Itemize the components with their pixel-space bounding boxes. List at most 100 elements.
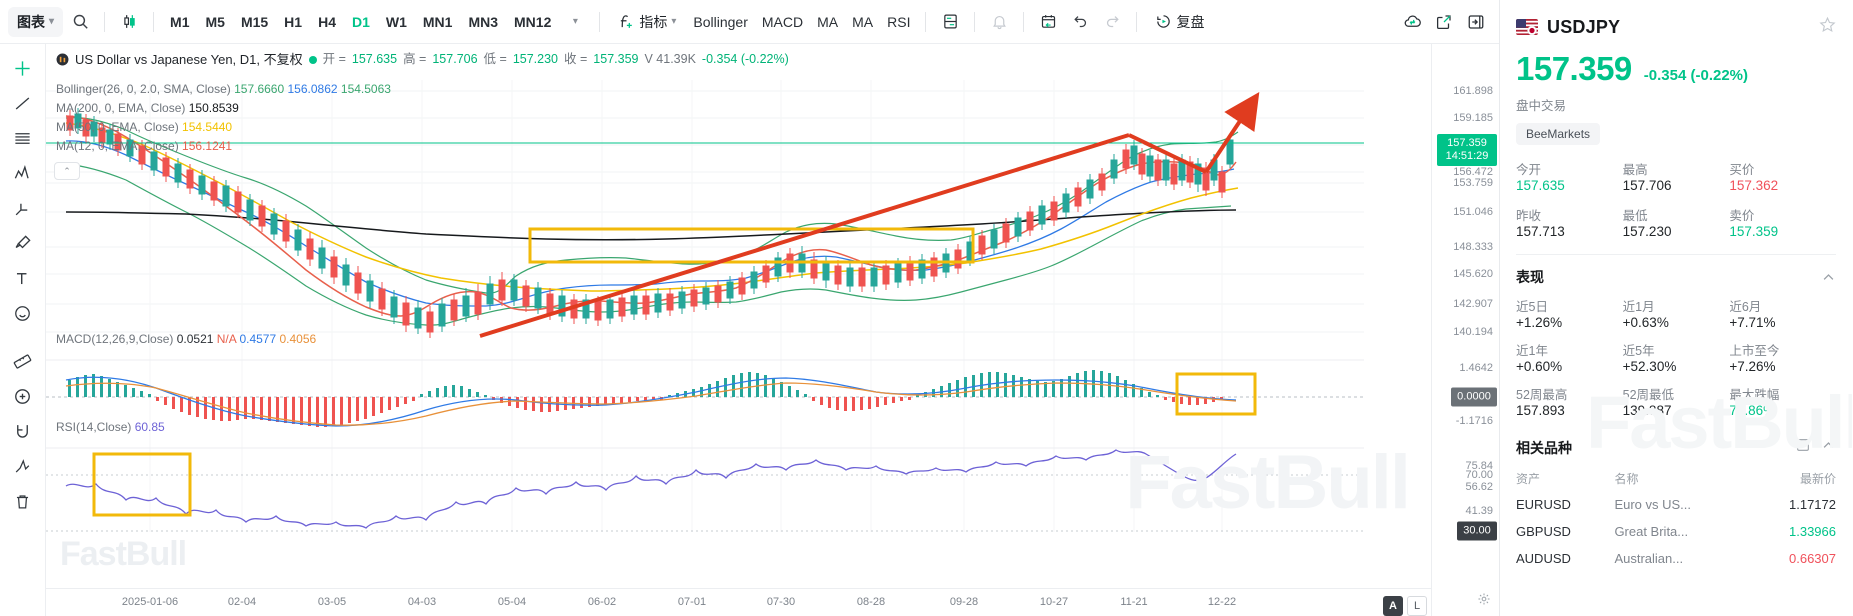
rsi-tick: 41.39: [1465, 505, 1493, 517]
chevron-down-icon: ▾: [49, 16, 55, 27]
price-tick: 140.194: [1453, 326, 1493, 338]
broker-badge[interactable]: BeeMarkets: [1516, 123, 1601, 145]
list-view-icon[interactable]: [1795, 437, 1811, 458]
emoji-icon[interactable]: [7, 297, 39, 329]
related-collapse-chevron-icon[interactable]: [1821, 438, 1836, 458]
trendline-icon[interactable]: [7, 87, 39, 119]
timeframe-mn3[interactable]: MN3: [468, 13, 499, 30]
price-tick: 151.046: [1453, 206, 1493, 218]
timeframe-m15[interactable]: M15: [240, 13, 269, 30]
row-asset: EURUSD: [1516, 497, 1571, 512]
cloud-sync-icon[interactable]: [1397, 7, 1427, 37]
measure-ruler-icon[interactable]: [7, 345, 39, 377]
annotation-pullback-leg: [1128, 133, 1207, 174]
stat-cell: 最低 157.230: [1623, 205, 1730, 245]
stat-cell: 卖价 157.359: [1729, 205, 1836, 245]
timeframe-m5[interactable]: M5: [205, 13, 225, 30]
time-tick: 11-21: [1120, 596, 1148, 608]
indicators-button[interactable]: 指标 ▾: [609, 7, 685, 37]
favorite-star-icon[interactable]: [1819, 16, 1836, 38]
sidebar-header: USDJPY: [1516, 10, 1836, 44]
divider: [599, 11, 601, 32]
timeframe-h4[interactable]: H4: [318, 13, 336, 30]
related-title: 相关品种: [1516, 439, 1572, 456]
lock-drawings-icon[interactable]: [7, 450, 39, 482]
timeframe-mn1[interactable]: MN1: [422, 13, 453, 30]
replay-button[interactable]: 复盘: [1146, 7, 1213, 37]
pitchfork-icon[interactable]: [7, 192, 39, 224]
divider: [1023, 11, 1025, 32]
divider: [925, 11, 927, 32]
timeframe-mn12[interactable]: MN12: [514, 13, 552, 30]
timeframe-w1[interactable]: W1: [385, 13, 407, 30]
indicator-bollinger[interactable]: Bollinger: [693, 13, 748, 30]
time-axis[interactable]: 2025-01-06 02-04 03-05 04-03 05-04 06-02…: [46, 588, 1431, 616]
chart-menu-button[interactable]: 图表 ▾: [8, 6, 64, 37]
row-price: 0.66307: [1789, 551, 1836, 566]
indicator-ma-2[interactable]: MA: [852, 13, 874, 30]
trash-icon[interactable]: [7, 485, 39, 517]
perf-cell: 最大跌幅 78.86%: [1729, 384, 1836, 425]
text-tool-icon[interactable]: [7, 262, 39, 294]
indicator-macd[interactable]: MACD: [761, 13, 804, 30]
timeframe-more-chevron-icon[interactable]: ▾: [572, 16, 578, 27]
table-row[interactable]: AUDUSD Australian... 0.66307: [1516, 545, 1836, 572]
table-row[interactable]: EURUSD Euro vs US... 1.17172: [1516, 491, 1836, 518]
replay-label: 复盘: [1176, 13, 1205, 30]
perf-cell: 近1月 +0.63%: [1623, 296, 1730, 337]
current-price-badge-price: 157.359: [1447, 137, 1487, 149]
divider: [1516, 254, 1836, 255]
auto-scale-button[interactable]: A: [1383, 596, 1403, 616]
indicator-rsi[interactable]: RSI: [887, 13, 911, 30]
performance-collapse-chevron-icon[interactable]: [1821, 270, 1836, 285]
timeframe-d1[interactable]: D1: [351, 13, 370, 30]
alert-bell-icon[interactable]: [984, 7, 1014, 37]
timeframe-m1[interactable]: M1: [170, 13, 190, 30]
redo-icon[interactable]: [1097, 7, 1127, 37]
column-name: 名称: [1614, 472, 1639, 486]
timeframe-h1[interactable]: H1: [284, 13, 303, 30]
brush-icon[interactable]: [7, 227, 39, 259]
related-tools: [1795, 437, 1836, 458]
time-tick: 06-02: [587, 596, 617, 608]
crosshair-icon[interactable]: [7, 52, 39, 84]
share-external-icon[interactable]: [1429, 7, 1459, 37]
chart-settings-gear-icon[interactable]: [1477, 592, 1491, 611]
collapse-panel-icon[interactable]: [1461, 7, 1491, 37]
calendar-icon[interactable]: [1033, 7, 1063, 37]
stat-value: 157.713: [1516, 224, 1565, 239]
perf-value: 157.893: [1516, 403, 1565, 418]
time-tick: 09-28: [949, 596, 979, 608]
top-toolbar: 图表 ▾ M1 M5 M15 H1 H4 D1 W1 MN1: [0, 0, 1499, 44]
stat-label: 买价: [1729, 163, 1755, 177]
annotation-ascending-trendline: [479, 133, 1130, 338]
macd-tick: -1.1716: [1455, 415, 1493, 427]
stat-label: 最低: [1622, 209, 1648, 223]
perf-label: 近6月: [1729, 300, 1762, 314]
price-axis[interactable]: 161.898 159.185 156.472 153.759 151.046 …: [1431, 44, 1499, 616]
magnet-icon[interactable]: [7, 415, 39, 447]
chart-canvas[interactable]: FastBull FastBull US Dollar vs Japanese …: [46, 44, 1499, 616]
price-row: 157.359 -0.354 (-0.22%): [1516, 50, 1836, 88]
search-icon[interactable]: [65, 7, 95, 37]
annotation-projection-arrow: [1204, 92, 1260, 174]
table-row[interactable]: GBPUSD Great Brita... 1.33966: [1516, 518, 1836, 545]
collapse-legend-button[interactable]: ⌃: [54, 162, 80, 180]
zoom-in-icon[interactable]: [7, 380, 39, 412]
log-scale-button[interactable]: L: [1407, 596, 1427, 616]
layout-icon[interactable]: [935, 7, 965, 37]
current-price-badge-time: 14:51:29: [1445, 150, 1489, 162]
function-icon: [621, 15, 633, 28]
candlestick-icon[interactable]: [114, 7, 144, 37]
session-status: 盘中交易: [1516, 99, 1567, 113]
fibonacci-icon[interactable]: [7, 122, 39, 154]
stat-value: 157.359: [1729, 224, 1779, 239]
indicator-ma-1[interactable]: MA: [817, 13, 839, 30]
divider: [104, 11, 106, 32]
elliott-wave-icon[interactable]: [7, 157, 39, 189]
undo-icon[interactable]: [1065, 7, 1095, 37]
perf-value: +7.26%: [1729, 359, 1776, 374]
related-instruments-table: 资产 名称 最新价 EURUSD Euro vs US... 1.17172 G…: [1516, 466, 1836, 572]
usd-jpy-flag-icon: [1516, 19, 1538, 35]
